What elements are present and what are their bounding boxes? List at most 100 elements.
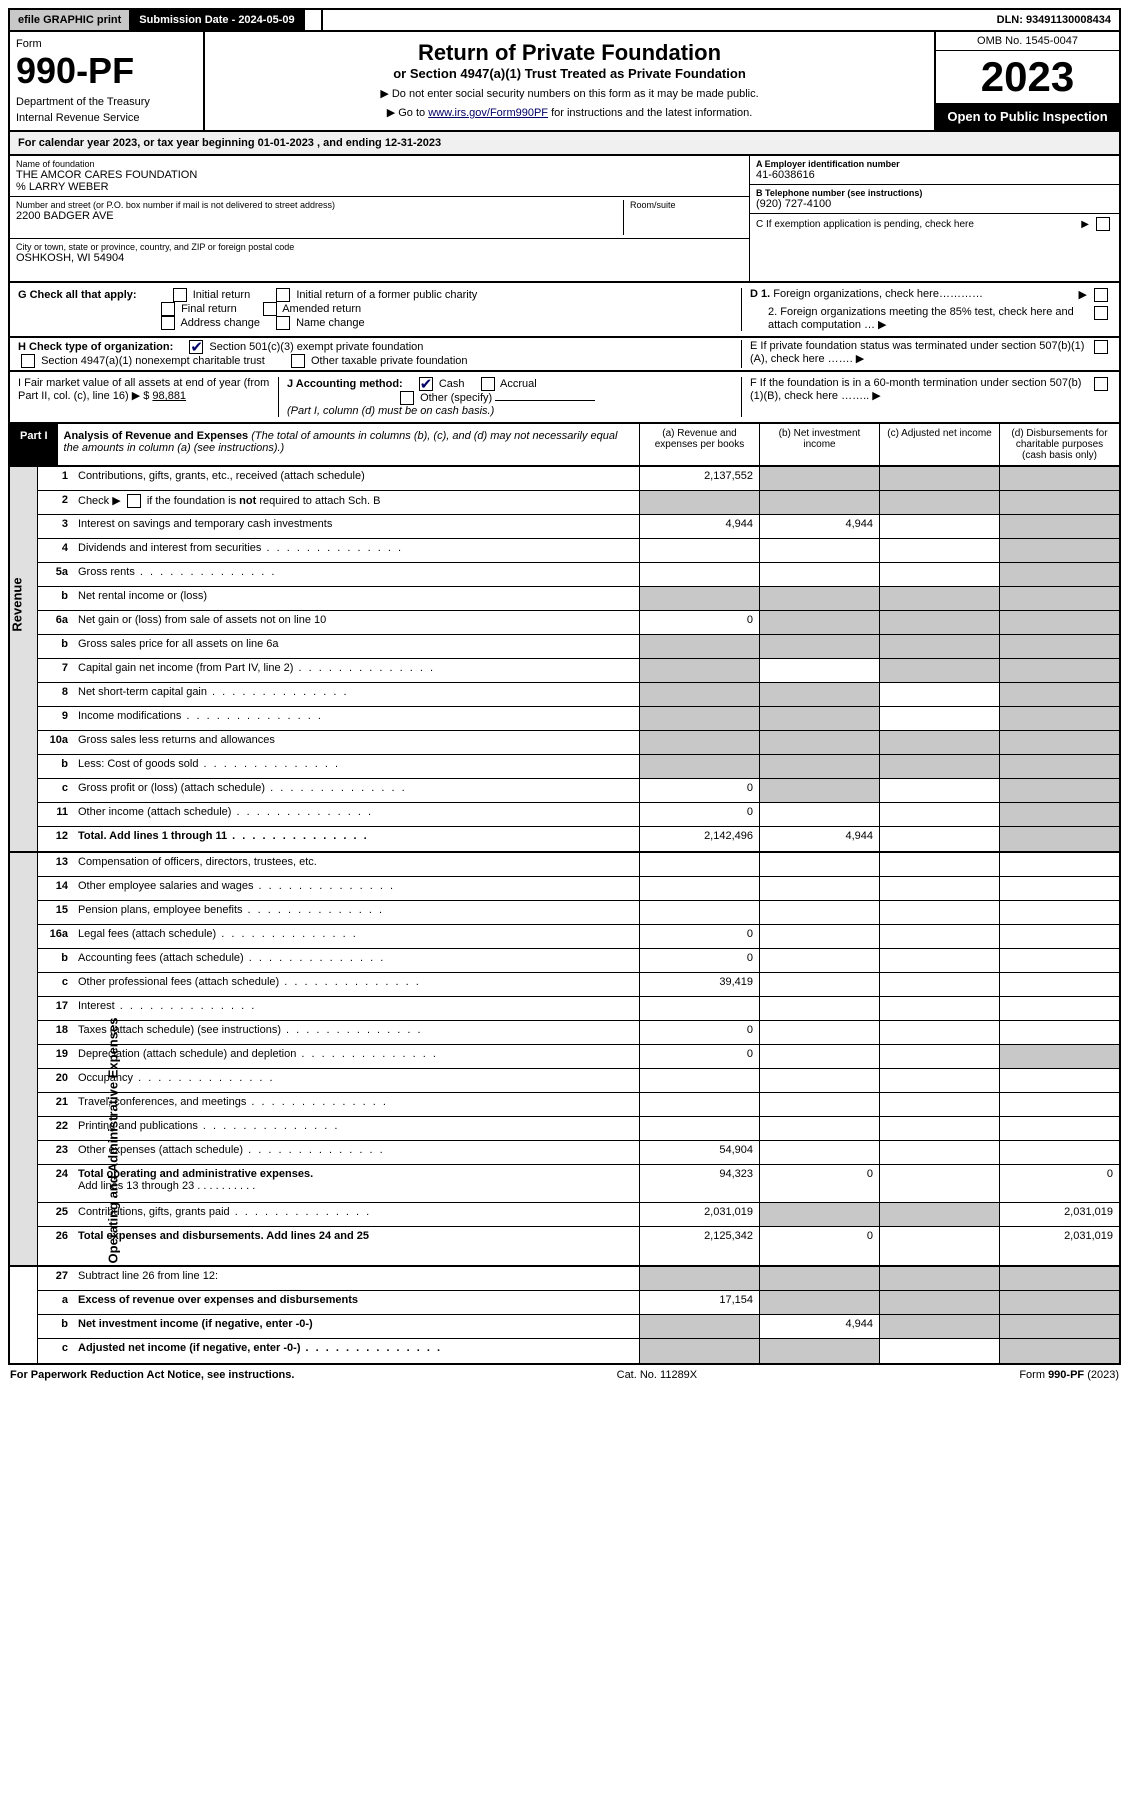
4947a1-checkbox[interactable] (21, 354, 35, 368)
row-num: c (38, 1339, 72, 1363)
cell-d: 0 (999, 1165, 1119, 1202)
form990pf-link[interactable]: www.irs.gov/Form990PF (428, 107, 548, 119)
initial-return-former-checkbox[interactable] (276, 288, 290, 302)
row-num: 1 (38, 467, 72, 490)
arrow-icon: ▶ (1081, 219, 1089, 230)
row-num: b (38, 587, 72, 610)
f-checkbox[interactable] (1094, 377, 1108, 391)
cal-mid: , and ending (314, 137, 385, 149)
form-number: 990-PF (16, 50, 197, 92)
cell-a: 2,125,342 (639, 1227, 759, 1265)
form-header: Form 990-PF Department of the Treasury I… (8, 32, 1121, 132)
city-label: City or town, state or province, country… (16, 242, 743, 252)
cell-a: 0 (639, 949, 759, 972)
cell-d: 2,031,019 (999, 1227, 1119, 1265)
f-label: F If the foundation is in a 60-month ter… (750, 377, 1091, 402)
accrual-checkbox[interactable] (481, 377, 495, 391)
cell-a: 0 (639, 779, 759, 802)
form-title: Return of Private Foundation (213, 40, 926, 66)
g-opt-4: Address change (180, 317, 260, 329)
row-num: 9 (38, 707, 72, 730)
name-label: Name of foundation (16, 159, 743, 169)
name-change-checkbox[interactable] (276, 316, 290, 330)
row-desc: Depreciation (attach schedule) and deple… (72, 1045, 639, 1068)
paperwork-notice: For Paperwork Reduction Act Notice, see … (10, 1369, 294, 1381)
j-label: J Accounting method: (287, 378, 403, 390)
foundation-name: THE AMCOR CARES FOUNDATION (16, 169, 743, 181)
row-desc: Income modifications (72, 707, 639, 730)
row-num: 19 (38, 1045, 72, 1068)
dept-irs: Internal Revenue Service (16, 112, 197, 124)
row-desc: Taxes (attach schedule) (see instruction… (72, 1021, 639, 1044)
row-desc: Capital gain net income (from Part IV, l… (72, 659, 639, 682)
section-ij-f: I Fair market value of all assets at end… (8, 372, 1121, 424)
col-c-header: (c) Adjusted net income (879, 424, 999, 465)
row-num: 8 (38, 683, 72, 706)
row-desc: Less: Cost of goods sold (72, 755, 639, 778)
other-method-checkbox[interactable] (400, 391, 414, 405)
501c3-checkbox[interactable] (189, 340, 203, 354)
cell-b: 4,944 (759, 827, 879, 851)
cell-a: 94,323 (639, 1165, 759, 1202)
j-other: Other (specify) (420, 392, 492, 404)
cell-a: 2,137,552 (639, 467, 759, 490)
exemption-pending-label: C If exemption application is pending, c… (756, 219, 1077, 230)
initial-return-checkbox[interactable] (173, 288, 187, 302)
j-accrual: Accrual (500, 378, 537, 390)
d2-checkbox[interactable] (1094, 306, 1108, 320)
cell-a: 0 (639, 1021, 759, 1044)
h-opt2: Section 4947(a)(1) nonexempt charitable … (41, 355, 265, 367)
row-desc: Accounting fees (attach schedule) (72, 949, 639, 972)
h-label: H Check type of organization: (18, 341, 173, 353)
e-checkbox[interactable] (1094, 340, 1108, 354)
open-inspection: Open to Public Inspection (936, 103, 1119, 130)
row-num: 25 (38, 1203, 72, 1226)
calendar-year-row: For calendar year 2023, or tax year begi… (8, 132, 1121, 156)
row-num: 4 (38, 539, 72, 562)
cell-a: 2,142,496 (639, 827, 759, 851)
g-opt-5: Name change (296, 317, 365, 329)
col-a-header: (a) Revenue and expenses per books (639, 424, 759, 465)
ein-label: A Employer identification number (756, 159, 1113, 169)
final-return-checkbox[interactable] (161, 302, 175, 316)
form-subtitle: or Section 4947(a)(1) Trust Treated as P… (213, 66, 926, 81)
row-num: 7 (38, 659, 72, 682)
row-num: b (38, 949, 72, 972)
other-taxable-checkbox[interactable] (291, 354, 305, 368)
city-state-zip: OSHKOSH, WI 54904 (16, 252, 743, 264)
exemption-pending-checkbox[interactable] (1096, 217, 1110, 231)
row-num: 18 (38, 1021, 72, 1044)
row-num: 2 (38, 491, 72, 514)
row-desc: Total. Add lines 1 through 11 (72, 827, 639, 851)
col-b-header: (b) Net investment income (759, 424, 879, 465)
cell-a: 17,154 (639, 1291, 759, 1314)
g-opt-0: Initial return (193, 289, 250, 301)
cell-a: 0 (639, 1045, 759, 1068)
part1-label: Part I (10, 424, 58, 465)
d1-checkbox[interactable] (1094, 288, 1108, 302)
sch-b-checkbox[interactable] (127, 494, 141, 508)
arrow-icon: ▶ (1079, 288, 1087, 302)
cal-pre: For calendar year 2023, or tax year begi… (18, 137, 258, 149)
form-word: Form (16, 38, 197, 50)
row-num: 5a (38, 563, 72, 586)
row-desc: Contributions, gifts, grants paid (72, 1203, 639, 1226)
row-num: b (38, 1315, 72, 1338)
row-desc: Net investment income (if negative, ente… (72, 1315, 639, 1338)
cal-end: 12-31-2023 (385, 137, 441, 149)
row-desc: Other income (attach schedule) (72, 803, 639, 826)
addr-label: Number and street (or P.O. box number if… (16, 200, 623, 210)
amended-return-checkbox[interactable] (263, 302, 277, 316)
ein-value: 41-6038616 (756, 169, 1113, 181)
line27-table: 27Subtract line 26 from line 12: aExcess… (8, 1267, 1121, 1365)
row-num: 22 (38, 1117, 72, 1140)
address-change-checkbox[interactable] (161, 316, 175, 330)
row-num: b (38, 635, 72, 658)
row-desc: Contributions, gifts, grants, etc., rece… (72, 467, 639, 490)
row-num: 20 (38, 1069, 72, 1092)
cell-a: 39,419 (639, 973, 759, 996)
efile-label[interactable]: efile GRAPHIC print (10, 10, 131, 30)
row-num: 17 (38, 997, 72, 1020)
row-desc: Dividends and interest from securities (72, 539, 639, 562)
cash-checkbox[interactable] (419, 377, 433, 391)
